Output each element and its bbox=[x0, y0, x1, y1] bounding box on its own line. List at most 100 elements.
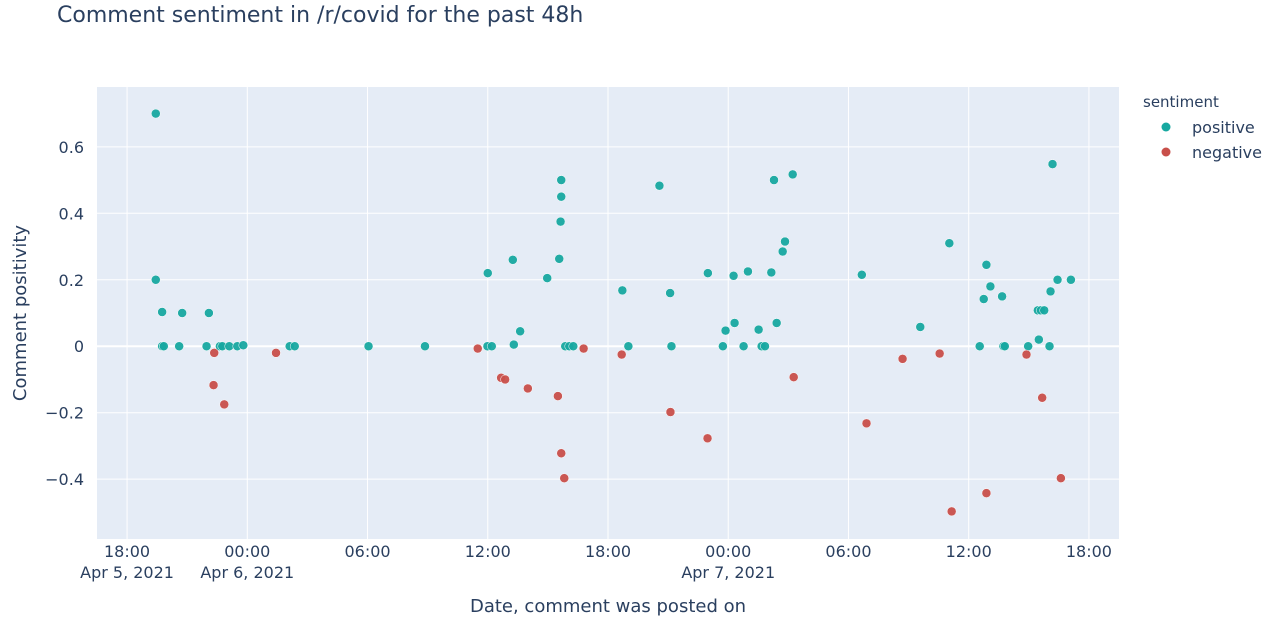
point-positive[interactable] bbox=[238, 340, 249, 350]
point-positive[interactable] bbox=[743, 266, 753, 277]
y-tick-label: 0.6 bbox=[59, 138, 84, 157]
point-negative[interactable] bbox=[578, 343, 589, 354]
point-positive[interactable] bbox=[1066, 275, 1076, 285]
x-tick-label: 00:00 bbox=[224, 542, 270, 561]
point-negative[interactable] bbox=[981, 488, 992, 498]
point-positive[interactable] bbox=[556, 191, 566, 202]
point-positive[interactable] bbox=[555, 216, 566, 227]
point-positive[interactable] bbox=[363, 341, 374, 351]
point-positive[interactable] bbox=[997, 291, 1007, 302]
point-positive[interactable] bbox=[487, 341, 497, 351]
point-negative[interactable] bbox=[946, 506, 957, 517]
point-positive[interactable] bbox=[568, 341, 579, 351]
point-positive[interactable] bbox=[224, 341, 235, 351]
point-negative[interactable] bbox=[523, 383, 533, 394]
point-negative[interactable] bbox=[271, 348, 281, 358]
legend-item-positive[interactable]: positive bbox=[1161, 118, 1255, 137]
point-negative[interactable] bbox=[665, 407, 676, 417]
point-positive[interactable] bbox=[666, 341, 677, 351]
point-positive[interactable] bbox=[542, 273, 552, 283]
point-positive[interactable] bbox=[1052, 275, 1063, 285]
point-positive[interactable] bbox=[753, 324, 764, 335]
point-negative[interactable] bbox=[861, 418, 872, 429]
point-positive[interactable] bbox=[665, 288, 675, 298]
legend-label-positive: positive bbox=[1192, 118, 1255, 137]
point-positive[interactable] bbox=[201, 341, 212, 351]
point-positive[interactable] bbox=[617, 285, 628, 296]
point-positive[interactable] bbox=[509, 339, 519, 350]
point-positive[interactable] bbox=[1023, 341, 1033, 351]
point-positive[interactable] bbox=[985, 281, 996, 292]
x-tick-label: 12:00 bbox=[465, 542, 511, 561]
y-tick-label: −0.4 bbox=[45, 470, 84, 489]
y-tick-label: −0.2 bbox=[45, 404, 84, 423]
series-negative bbox=[208, 343, 1066, 517]
point-positive[interactable] bbox=[777, 246, 788, 257]
x-tick-label: 12:00 bbox=[946, 542, 992, 561]
point-negative[interactable] bbox=[1037, 393, 1047, 403]
point-positive[interactable] bbox=[1039, 305, 1049, 316]
legend-item-negative[interactable]: negative bbox=[1161, 143, 1262, 162]
point-positive[interactable] bbox=[728, 271, 739, 281]
legend[interactable]: sentiment positive negative bbox=[1143, 93, 1262, 162]
point-positive[interactable] bbox=[787, 169, 798, 180]
point-positive[interactable] bbox=[177, 308, 187, 318]
point-positive[interactable] bbox=[1045, 286, 1056, 297]
point-positive[interactable] bbox=[654, 180, 665, 191]
point-negative[interactable] bbox=[553, 391, 563, 401]
point-negative[interactable] bbox=[616, 349, 627, 360]
point-positive[interactable] bbox=[760, 341, 770, 351]
point-positive[interactable] bbox=[1044, 341, 1055, 351]
point-positive[interactable] bbox=[1034, 334, 1044, 345]
point-negative[interactable] bbox=[702, 433, 713, 444]
point-positive[interactable] bbox=[718, 341, 728, 351]
point-positive[interactable] bbox=[508, 255, 518, 265]
x-tick-label: 18:00 bbox=[104, 542, 150, 561]
y-tick-label: 0.2 bbox=[59, 271, 84, 290]
point-positive[interactable] bbox=[554, 254, 564, 264]
point-positive[interactable] bbox=[289, 341, 300, 351]
point-negative[interactable] bbox=[556, 448, 566, 459]
point-positive[interactable] bbox=[420, 341, 430, 351]
point-negative[interactable] bbox=[897, 354, 908, 364]
point-positive[interactable] bbox=[483, 268, 493, 278]
point-positive[interactable] bbox=[729, 318, 740, 328]
point-positive[interactable] bbox=[738, 341, 749, 351]
point-negative[interactable] bbox=[788, 372, 799, 382]
point-positive[interactable] bbox=[159, 341, 169, 351]
point-positive[interactable] bbox=[174, 341, 184, 351]
point-negative[interactable] bbox=[500, 374, 510, 385]
point-positive[interactable] bbox=[204, 308, 214, 318]
point-negative[interactable] bbox=[559, 473, 569, 483]
point-positive[interactable] bbox=[915, 322, 926, 332]
point-negative[interactable] bbox=[208, 380, 219, 390]
point-negative[interactable] bbox=[934, 348, 945, 359]
point-negative[interactable] bbox=[1056, 473, 1066, 483]
point-negative[interactable] bbox=[209, 348, 219, 358]
point-positive[interactable] bbox=[771, 318, 782, 328]
point-positive[interactable] bbox=[944, 238, 955, 248]
x-tick-label: 06:00 bbox=[344, 542, 390, 561]
point-positive[interactable] bbox=[623, 341, 634, 351]
point-positive[interactable] bbox=[720, 325, 731, 336]
point-positive[interactable] bbox=[1000, 341, 1010, 351]
point-positive[interactable] bbox=[151, 108, 161, 119]
point-positive[interactable] bbox=[974, 341, 985, 351]
point-positive[interactable] bbox=[556, 175, 566, 185]
x-date-label: Apr 5, 2021 bbox=[80, 563, 174, 582]
point-positive[interactable] bbox=[151, 275, 161, 285]
point-negative[interactable] bbox=[472, 343, 483, 354]
point-positive[interactable] bbox=[515, 326, 525, 337]
point-positive[interactable] bbox=[703, 268, 713, 278]
point-positive[interactable] bbox=[978, 294, 989, 304]
point-positive[interactable] bbox=[857, 270, 867, 280]
point-positive[interactable] bbox=[769, 175, 779, 185]
point-negative[interactable] bbox=[1021, 349, 1032, 360]
point-positive[interactable] bbox=[780, 236, 790, 247]
point-positive[interactable] bbox=[766, 267, 777, 278]
point-negative[interactable] bbox=[219, 399, 229, 410]
x-date-label: Apr 6, 2021 bbox=[200, 563, 294, 582]
point-positive[interactable] bbox=[157, 307, 167, 317]
point-positive[interactable] bbox=[981, 260, 992, 270]
point-positive[interactable] bbox=[1047, 159, 1058, 169]
